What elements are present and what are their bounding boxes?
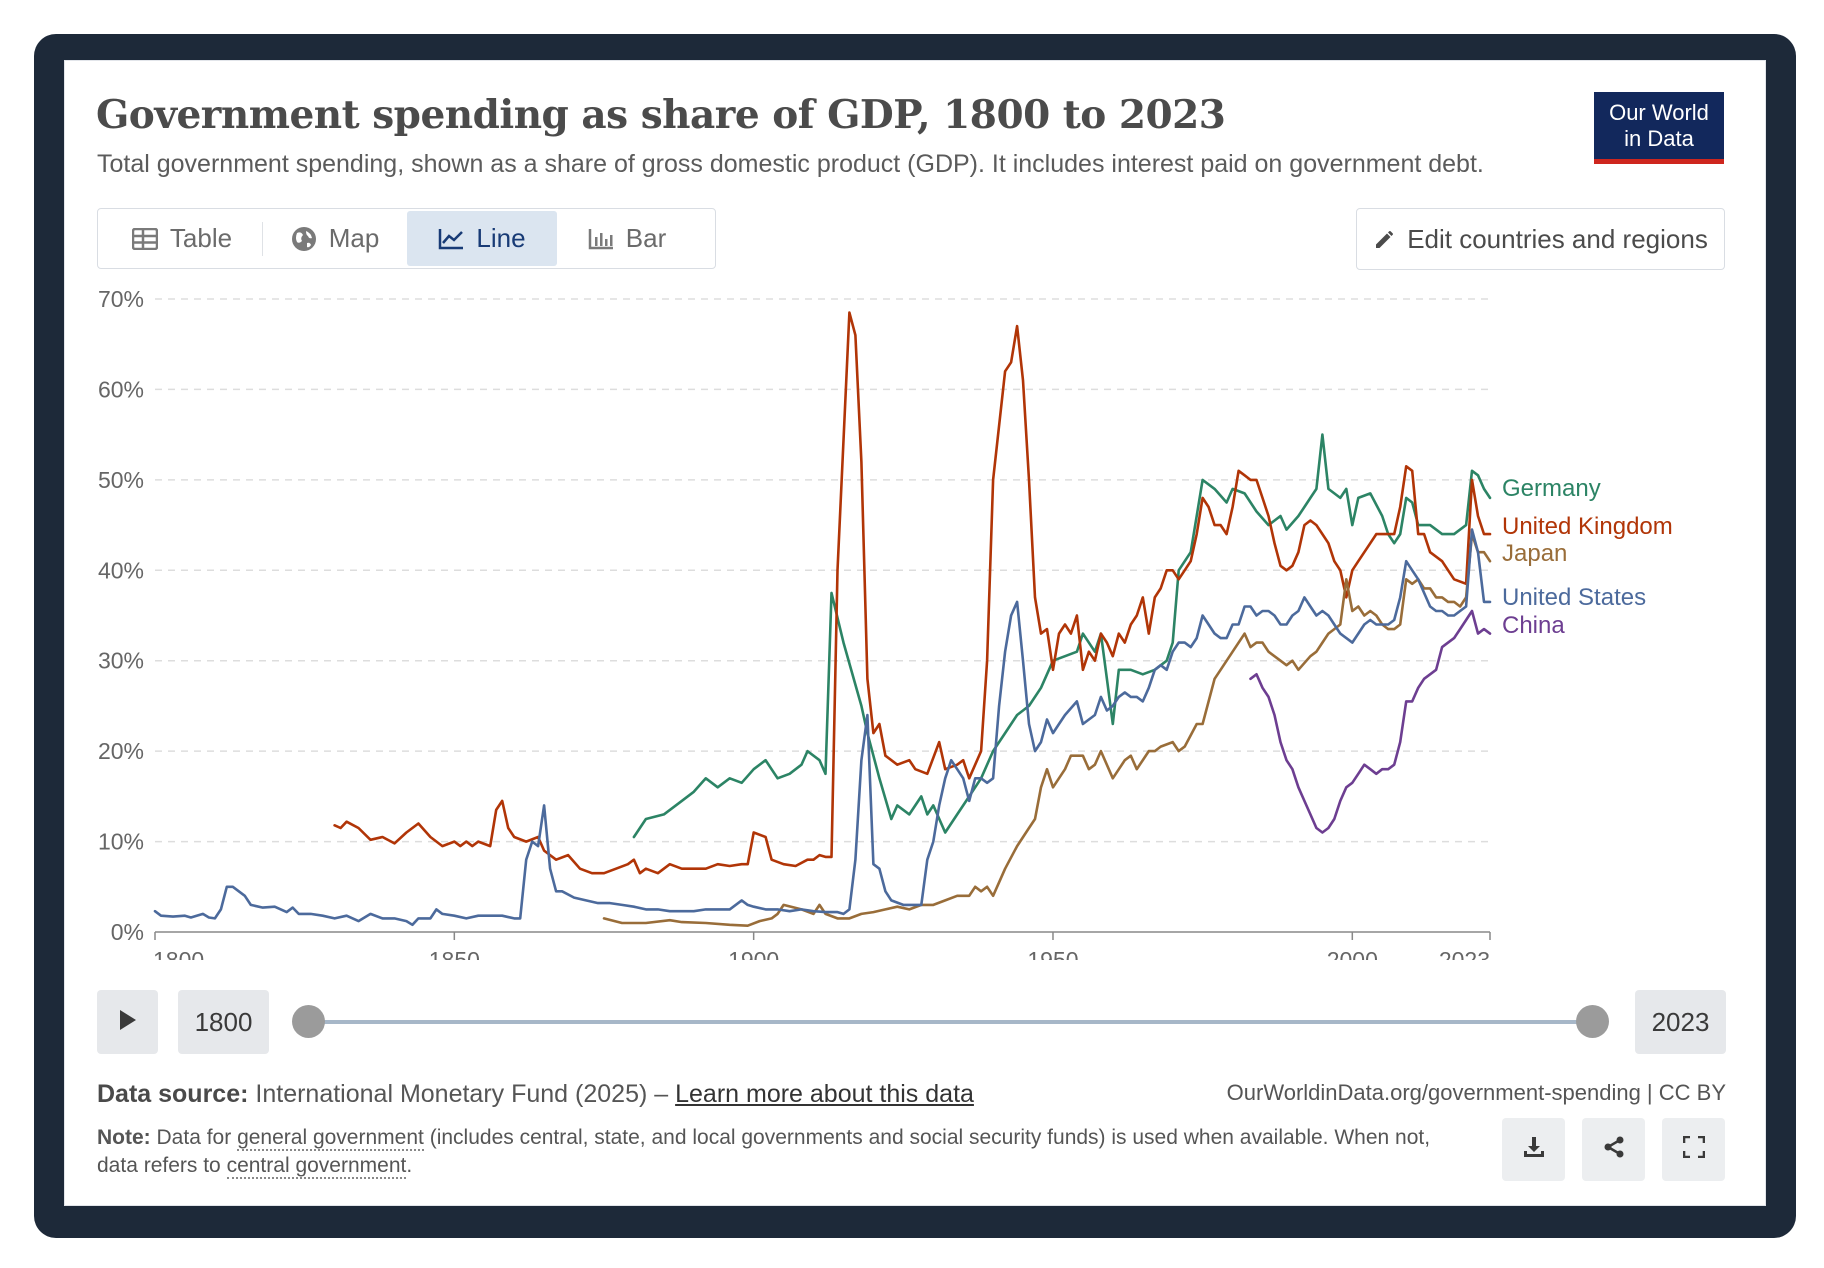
timeline-start-year[interactable]: 1800 [178,990,269,1054]
chart-subtitle: Total government spending, shown as a sh… [97,150,1484,178]
y-tick-label: 40% [98,557,144,583]
x-tick-label: 2023 [1439,947,1490,960]
pencil-icon [1373,227,1397,251]
y-tick-label: 60% [98,376,144,402]
data-source-label: Data source: [97,1080,249,1108]
globe-icon [291,226,317,252]
y-tick-label: 10% [98,829,144,855]
chart-title: Government spending as share of GDP, 180… [96,92,1226,138]
x-tick-label: 1850 [429,947,480,960]
tab-table-label: Table [169,223,233,253]
line-chart-icon [438,228,464,250]
note-text-1: Data for [156,1126,232,1149]
note-text-2: (includes central, state, and local gove… [97,1126,1431,1177]
data-source: Data source: International Monetary Fund… [97,1080,974,1109]
y-tick-label: 70% [98,286,144,312]
tab-line[interactable]: Line [407,211,557,266]
logo-line-2: in Data [1624,126,1694,151]
series-line-germany [632,433,1492,839]
chart-note: Note: Data for general government (inclu… [97,1124,1437,1180]
download-icon [1522,1135,1546,1164]
series-line-china [1249,609,1492,834]
timeline-start-handle[interactable] [292,1005,325,1038]
owid-logo[interactable]: Our World in Data [1594,92,1724,164]
series-line-united-kingdom [333,311,1492,875]
note-text-3: . [406,1154,413,1177]
share-button[interactable] [1582,1118,1645,1181]
source-url[interactable]: OurWorldinData.org/government-spending |… [1226,1080,1726,1105]
x-tick-label: 1950 [1027,947,1078,960]
view-tabs: Table Map Line Bar [97,208,716,269]
tab-map-label: Map [328,223,380,253]
logo-line-1: Our World [1609,100,1709,125]
download-button[interactable] [1502,1118,1565,1181]
tab-separator [262,221,263,256]
data-source-text: International Monetary Fund (2025) – [255,1080,669,1108]
fullscreen-button[interactable] [1662,1118,1725,1181]
y-tick-label: 30% [98,648,144,674]
timeline-end-year[interactable]: 2023 [1635,990,1726,1054]
legend-label-germany: Germany [1502,475,1601,502]
legend-label-united-kingdom: United Kingdom [1502,513,1673,540]
legend-label-united-states: United States [1502,584,1646,611]
x-tick-label: 1900 [728,947,779,960]
y-tick-label: 20% [98,738,144,764]
tab-line-label: Line [476,223,526,253]
chart-card [64,60,1766,1206]
play-button[interactable] [97,990,158,1054]
note-label: Note: [97,1126,151,1149]
edit-countries-button[interactable]: Edit countries and regions [1356,208,1725,270]
x-tick-label: 2000 [1327,947,1378,960]
edit-countries-label: Edit countries and regions [1407,223,1708,254]
tab-map[interactable]: Map [263,211,407,266]
y-tick-label: 50% [98,467,144,493]
central-government-link[interactable]: central government [226,1154,407,1179]
general-government-link[interactable]: general government [237,1126,424,1151]
share-icon [1602,1135,1626,1164]
series-line-united-states [153,528,1492,927]
x-tick-label: 1800 [153,947,204,960]
timeline-end-handle[interactable] [1576,1005,1609,1038]
tab-bar[interactable]: Bar [557,211,697,266]
y-tick-label: 0% [111,919,144,945]
tab-table[interactable]: Table [102,211,262,266]
line-chart: 0% 10% 20% 30% 40% 50% 60% 70% 1800 1850 1900 1950 2… [98,286,1673,960]
tab-bar-label: Bar [625,223,667,253]
learn-more-link[interactable]: Learn more about this data [675,1080,974,1108]
timeline-track[interactable] [309,1020,1591,1024]
bar-chart-icon [588,228,614,250]
play-icon [118,1009,138,1036]
legend-label-japan: Japan [1502,540,1567,567]
series-line-japan [602,532,1492,928]
logo-red-bar [1594,159,1724,164]
table-icon [131,227,158,250]
fullscreen-icon [1682,1135,1705,1163]
legend-label-china: China [1502,612,1565,639]
